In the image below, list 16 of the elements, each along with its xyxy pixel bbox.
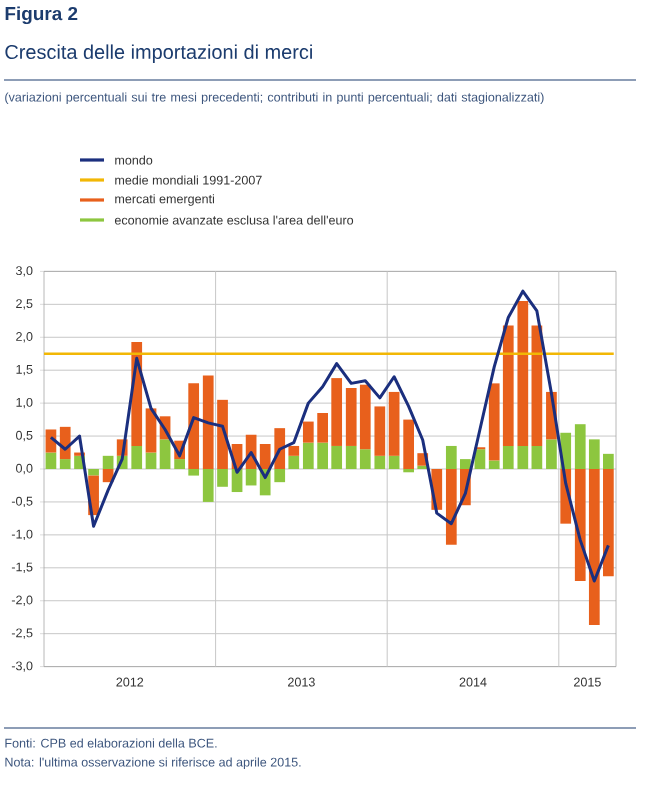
bar xyxy=(145,452,157,469)
bar xyxy=(531,445,543,469)
bar xyxy=(45,452,57,469)
chart-title: Figura 2 xyxy=(5,6,78,25)
bar xyxy=(245,469,257,486)
bar xyxy=(88,469,99,476)
bar xyxy=(188,469,200,476)
bar xyxy=(174,459,185,469)
bar xyxy=(388,391,400,456)
chart-subtitle: Crescita delle importazioni di merci xyxy=(5,44,312,63)
bar xyxy=(102,455,114,469)
bar xyxy=(288,455,300,469)
bar xyxy=(474,449,486,469)
bar xyxy=(388,455,400,469)
bar xyxy=(159,439,171,469)
line-series xyxy=(49,289,610,583)
